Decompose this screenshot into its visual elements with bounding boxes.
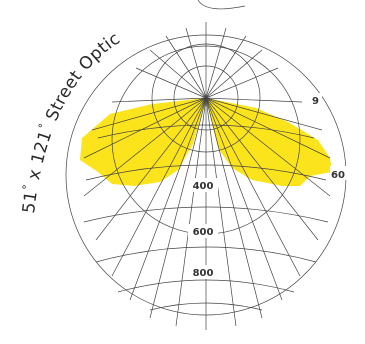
radial-line [205,97,331,197]
radial-line [95,97,207,241]
radial-line [83,97,207,197]
radial-line [175,97,207,327]
radial-line [205,97,323,131]
radial-line [205,97,319,241]
scale-label-400: 400 [193,181,214,192]
radial-line [111,97,207,103]
angle-label-60: 60 [331,170,345,181]
radial-line [205,97,303,103]
beam-distribution [80,98,332,186]
radial-line [129,97,207,301]
radial-line [111,97,207,277]
radial-line [91,97,207,131]
scale-labels: 400 600 800 [188,178,218,279]
radial-line [185,27,207,99]
radial-line [83,97,207,159]
radial-line [205,27,227,99]
radial-line [149,97,207,319]
scale-label-800: 800 [193,268,214,279]
angle-labels: 60 9 [310,93,348,181]
scale-label-600: 600 [193,227,214,238]
radial-line [165,35,207,99]
radial-line [205,49,263,99]
radial-line [135,67,207,99]
radial-line [205,97,283,301]
angle-label-9: 9 [312,96,319,107]
radial-lines [83,22,331,330]
radial-line [205,97,331,159]
upper-hemisphere-arc [197,0,246,10]
radial-line [149,49,207,99]
radial-line [205,97,237,327]
radial-line [205,35,247,99]
radial-line [205,97,301,277]
radial-line [205,97,263,319]
radial-line [205,67,279,99]
